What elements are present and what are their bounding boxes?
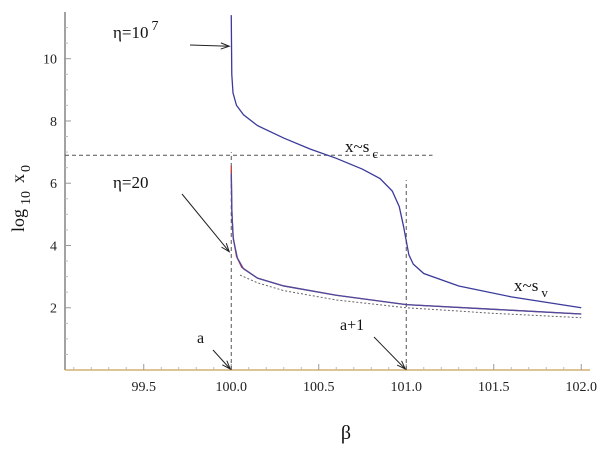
arrow-eta-high-head	[220, 42, 231, 50]
annotation-arrows	[181, 42, 407, 371]
a-plus-1-label: a+1	[340, 317, 364, 334]
series-layer	[230, 15, 582, 319]
series-approximation-dotted	[239, 274, 582, 319]
y-tick-label: 4	[50, 239, 57, 254]
arrow-a	[212, 349, 231, 370]
y-label-subscript: 10	[19, 191, 34, 205]
y-tick-label: 6	[50, 177, 57, 192]
eta-high-label: η=10 7	[113, 19, 158, 42]
x-tick-label: 102.0	[566, 380, 598, 395]
arrow-eta-low-head	[221, 243, 231, 253]
sc-label: x~s c	[345, 137, 378, 161]
arrow-a-head	[222, 360, 232, 371]
y-label-base: log	[8, 209, 28, 232]
sc-subscript: c	[372, 146, 378, 161]
eta-low-label: η=20	[113, 173, 148, 192]
sv-subscript: v	[541, 285, 548, 300]
y-label-variable-subscript: 0	[19, 165, 34, 172]
x-tick-label: 100.0	[216, 380, 248, 395]
y-tick-label: 2	[50, 302, 57, 317]
x-tick-label: 101.0	[391, 380, 423, 395]
series-eta-1e7-curve	[230, 15, 582, 309]
series-eta-20-blue-curve	[230, 173, 582, 315]
arrow-eta-high	[189, 44, 230, 47]
x-tick-label: 100.5	[303, 380, 335, 395]
y-label-variable: x	[8, 174, 28, 183]
a-label: a	[197, 330, 204, 347]
reference-lines	[65, 152, 433, 370]
x-axis-ticks: 99.5 100.0 100.5 101.0 101.5 102.0	[73, 364, 598, 395]
y-axis-ticks: 2 4 6 8 10	[43, 27, 71, 355]
x-tick-label: 99.5	[132, 380, 157, 395]
x-axis-label: β	[341, 422, 351, 444]
sv-label: x~s v	[514, 276, 548, 300]
eta-high-exponent: 7	[151, 19, 158, 34]
arrow-eta-low	[181, 193, 230, 253]
arrow-a-plus-1	[373, 336, 406, 370]
y-tick-label: 8	[50, 115, 57, 130]
y-tick-label: 10	[43, 53, 57, 68]
y-axis-label: log 10 x 0	[8, 165, 34, 232]
arrow-a-plus-1-head	[396, 360, 407, 371]
x-tick-label: 101.5	[478, 380, 510, 395]
